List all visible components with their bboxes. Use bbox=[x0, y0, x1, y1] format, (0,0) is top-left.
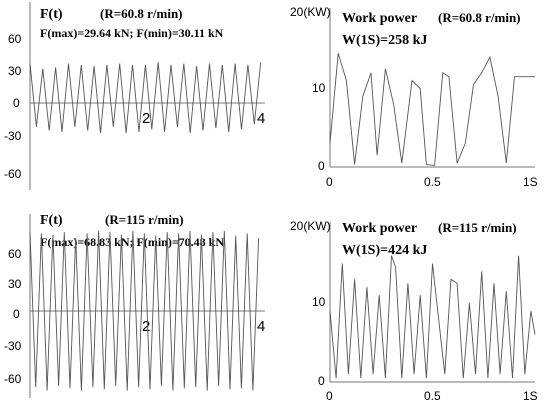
panel-title: F(t) bbox=[40, 7, 63, 22]
panel-condition: (R=60.8 r/min) bbox=[438, 10, 521, 25]
xtick-label: 4 bbox=[257, 318, 265, 335]
panel-power-115: 20(KW) Work power (R=115 r/min) W(1S)=42… bbox=[290, 219, 538, 403]
ytick-label: 0 bbox=[318, 374, 325, 388]
ytick-label: 10 bbox=[312, 295, 326, 309]
ytick-label: 10 bbox=[312, 81, 326, 95]
ytick-label: 0 bbox=[318, 159, 325, 173]
power-series-60 bbox=[329, 53, 535, 166]
force-series-115 bbox=[29, 230, 260, 391]
power-series-115 bbox=[329, 255, 536, 379]
panel-condition: (R=115 r/min) bbox=[105, 212, 184, 227]
ytick-label: -30 bbox=[4, 339, 22, 353]
xtick-label: 1S bbox=[523, 389, 538, 403]
panel-annotation: W(1S)=258 kJ bbox=[342, 33, 427, 48]
ytick-label: 60 bbox=[8, 32, 22, 46]
panel-title: Work power bbox=[342, 11, 417, 26]
xtick-label: 2 bbox=[142, 318, 150, 335]
ytick-label: -60 bbox=[4, 372, 22, 386]
ytick-label: 0 bbox=[13, 96, 20, 110]
panel-annotation: W(1S)=424 kJ bbox=[342, 243, 427, 258]
ytick-label: -60 bbox=[4, 167, 22, 181]
panel-title: Work power bbox=[342, 221, 417, 236]
xtick-label: 0 bbox=[326, 175, 333, 189]
xtick-label: 0.5 bbox=[424, 389, 441, 403]
panel-power-60: 20(KW) Work power (R=60.8 r/min) W(1S)=2… bbox=[290, 5, 538, 189]
panel-condition: (R=60.8 r/min) bbox=[100, 6, 183, 21]
xtick-label: 0 bbox=[326, 389, 333, 403]
ytick-label: 0 bbox=[13, 307, 20, 321]
force-series-60 bbox=[29, 62, 262, 134]
ytick-label: 30 bbox=[8, 64, 22, 78]
panel-annotation: F(max)=29.64 kN; F(min)=30.11 kN bbox=[40, 26, 224, 40]
ymax-label: 20(KW) bbox=[290, 219, 331, 233]
panel-condition: (R=115 r/min) bbox=[438, 220, 517, 235]
xtick-label: 4 bbox=[257, 110, 265, 127]
ymax-label: 20(KW) bbox=[290, 5, 331, 19]
xtick-label: 1S bbox=[523, 175, 538, 189]
panel-force-60: F(t) (R=60.8 r/min) F(max)=29.64 kN; F(m… bbox=[4, 2, 265, 190]
ytick-label: -30 bbox=[4, 129, 22, 143]
panel-title: F(t) bbox=[40, 213, 63, 228]
ytick-label: 30 bbox=[8, 277, 22, 291]
xtick-label: 2 bbox=[142, 110, 150, 127]
panel-force-115: F(t) (R=115 r/min) F(max)=68.83 kN; F(mi… bbox=[4, 212, 265, 398]
ytick-label: 60 bbox=[8, 247, 22, 261]
xtick-label: 0.5 bbox=[424, 175, 441, 189]
